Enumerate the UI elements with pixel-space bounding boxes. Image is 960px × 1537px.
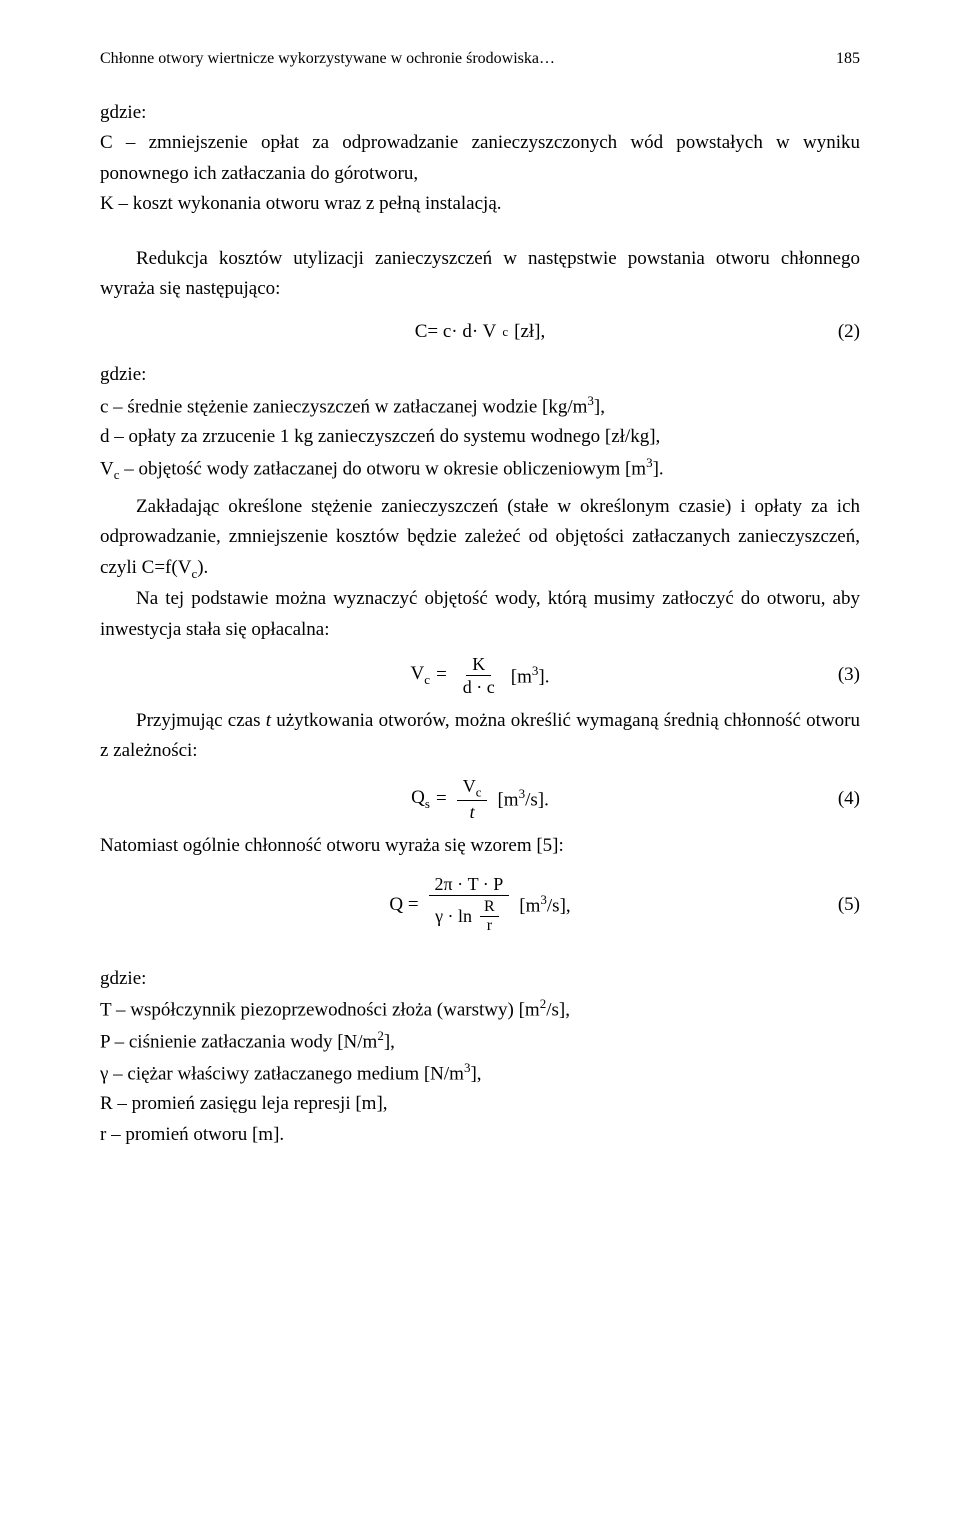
eq3-frac: K d · c	[457, 653, 501, 698]
eq3-eq: =	[436, 664, 447, 686]
def-r: r – promień otworu [m].	[100, 1120, 860, 1150]
eq4-unit: [m3/s].	[497, 786, 548, 811]
def-gamma-tail: ],	[470, 1063, 481, 1084]
def-R: R – promień zasięgu leja represji [m],	[100, 1089, 860, 1119]
eq4-lhs-sub: s	[425, 795, 430, 810]
equation-5-body: Q = 2π · T · P γ · ln R r [m3/s],	[389, 873, 570, 937]
paragraph-basis: Na tej podstawie można wyznaczyć objętoś…	[100, 584, 860, 645]
eq3-number: (3)	[838, 664, 860, 686]
eq3-unit: [m3].	[511, 663, 550, 688]
def-Vc-V: V	[100, 458, 114, 479]
page-header: Chłonne otwory wiertnicze wykorzystywane…	[100, 50, 860, 68]
eq5-unit: [m3/s],	[519, 892, 570, 917]
def-P-tail: ],	[384, 1031, 395, 1052]
paragraph-general: Natomiast ogólnie chłonność otworu wyraż…	[100, 831, 860, 861]
eq4-frac-num: Vc	[457, 775, 488, 802]
eq3-unit-tail: ].	[538, 666, 549, 687]
paragraph-reduction: Redukcja kosztów utylizacji zanieczyszcz…	[100, 244, 860, 305]
eq4-lhs-q: Q	[411, 787, 425, 808]
eq5-unit-pre: [m	[519, 895, 540, 916]
def-d: d – opłaty za zrzucenie 1 kg zanieczyszc…	[100, 422, 860, 452]
eq5-lhs: Q =	[389, 894, 418, 916]
def-c-tail: ],	[594, 396, 605, 417]
eq5-den-num: R	[480, 898, 499, 917]
equation-2: C= c· d· V c [zł], (2)	[100, 312, 860, 352]
p4-text: Zakładając określone stężenie zanieczysz…	[100, 496, 860, 578]
def-K: K – koszt wykonania otworu wraz z pełną …	[100, 189, 860, 219]
eq4-frac: Vc t	[457, 775, 488, 824]
eq5-frac-num: 2π · T · P	[429, 873, 510, 896]
eq4-num-v: V	[463, 776, 476, 796]
eq3-lhs: Vc	[411, 663, 431, 688]
eq4-unit-pre: [m	[497, 790, 518, 811]
eq5-den-frac: R r	[480, 898, 499, 935]
eq4-eq: =	[436, 788, 447, 810]
eq5-den-den: r	[483, 917, 496, 935]
equation-3-body: Vc = K d · c [m3].	[411, 653, 550, 698]
eq4-number: (4)	[838, 788, 860, 810]
eq3-lhs-v: V	[411, 663, 425, 684]
eq2-text: C= c· d· V	[415, 321, 497, 343]
paragraph-time: Przyjmując czas t użytkowania otworów, m…	[100, 706, 860, 767]
def-T-tail: /s],	[546, 999, 570, 1020]
paragraph-assuming: Zakładając określone stężenie zanieczysz…	[100, 492, 860, 584]
where-label-1: gdzie:	[100, 98, 860, 128]
def-Vc-tail: ].	[653, 458, 664, 479]
eq2-sub: c	[502, 324, 508, 340]
eq4-unit-tail: /s].	[525, 790, 549, 811]
eq2-number: (2)	[838, 321, 860, 343]
def-P-text: P – ciśnienie zatłaczania wody [N/m	[100, 1031, 377, 1052]
p4-tail: ).	[197, 557, 208, 578]
def-T-text: T – współczynnik piezoprzewodności złoża…	[100, 999, 540, 1020]
eq3-unit-pre: [m	[511, 666, 532, 687]
eq2-tail: [zł],	[514, 321, 545, 343]
p6-pre: Przyjmując czas	[136, 710, 266, 731]
eq5-unit-tail: /s],	[547, 895, 571, 916]
eq4-num-sub: c	[476, 784, 482, 799]
def-gamma-text: γ – ciężar właściwy zatłaczanego medium …	[100, 1063, 464, 1084]
eq5-frac-den: γ · ln R r	[429, 896, 509, 937]
def-Vc: Vc – objętość wody zatłaczanej do otworu…	[100, 453, 860, 486]
eq5-den-pre: γ · ln	[435, 907, 472, 925]
def-gamma: γ – ciężar właściwy zatłaczanego medium …	[100, 1058, 860, 1090]
def-T: T – współczynnik piezoprzewodności złoża…	[100, 994, 860, 1026]
def-c-text: c – średnie stężenie zanieczyszczeń w za…	[100, 396, 587, 417]
equation-5: Q = 2π · T · P γ · ln R r [m3/s], (5)	[100, 870, 860, 940]
eq5-frac: 2π · T · P γ · ln R r	[429, 873, 510, 937]
equation-4-body: Qs = Vc t [m3/s].	[411, 775, 549, 824]
equation-2-body: C= c· d· V c [zł],	[415, 321, 546, 343]
eq3-lhs-sub: c	[424, 672, 430, 687]
eq4-frac-den: t	[464, 801, 481, 823]
eq4-lhs: Qs	[411, 787, 430, 812]
equation-4: Qs = Vc t [m3/s]. (4)	[100, 775, 860, 824]
def-C: C – zmniejszenie opłat za odprowadzanie …	[100, 128, 860, 189]
page-number: 185	[836, 50, 860, 68]
header-title: Chłonne otwory wiertnicze wykorzystywane…	[100, 50, 555, 68]
def-Vc-text: – objętość wody zatłaczanej do otworu w …	[120, 458, 647, 479]
equation-3: Vc = K d · c [m3]. (3)	[100, 653, 860, 698]
eq3-frac-den: d · c	[457, 676, 501, 698]
def-c-lower: c – średnie stężenie zanieczyszczeń w za…	[100, 391, 860, 423]
eq5-number: (5)	[838, 894, 860, 916]
def-P: P – ciśnienie zatłaczania wody [N/m2],	[100, 1026, 860, 1058]
where-label-2: gdzie:	[100, 360, 860, 390]
where-label-3: gdzie:	[100, 964, 860, 994]
eq3-frac-num: K	[466, 653, 491, 676]
